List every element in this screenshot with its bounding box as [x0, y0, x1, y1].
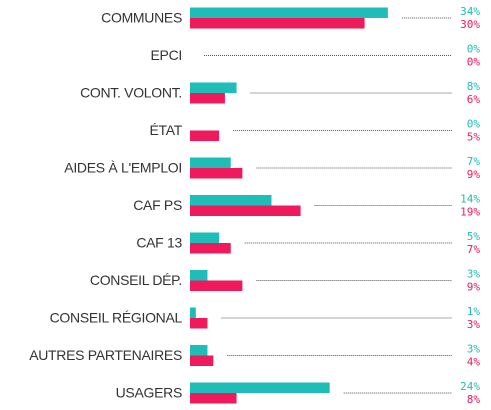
category-label: AIDES À L'EMPLOI	[64, 160, 182, 176]
category-label: COMMUNES	[101, 10, 182, 26]
bar	[190, 168, 243, 179]
value-label: 9%	[467, 168, 481, 181]
category-label: CONT. VOLONT.	[80, 85, 182, 101]
value-label: 3%	[467, 318, 481, 331]
bar	[190, 270, 208, 281]
value-label: 3%	[467, 268, 481, 281]
value-label: 1%	[467, 305, 481, 318]
bar	[190, 82, 237, 93]
category-label: USAGERS	[116, 385, 182, 401]
value-label: 9%	[467, 281, 481, 294]
bar	[190, 345, 208, 356]
value-label: 0%	[467, 43, 481, 56]
category-label: CAF PS	[133, 197, 182, 213]
value-label: 30%	[460, 18, 480, 31]
value-label: 14%	[460, 193, 480, 206]
category-label: EPCI	[151, 47, 182, 63]
bar	[190, 307, 196, 318]
value-label: 5%	[467, 230, 481, 243]
value-label: 8%	[467, 393, 481, 406]
value-label: 19%	[460, 206, 480, 219]
bar	[190, 280, 243, 291]
bar	[190, 205, 301, 216]
value-label: 0%	[467, 56, 481, 69]
bar	[190, 93, 225, 104]
bar	[190, 318, 208, 329]
bar	[190, 243, 231, 254]
bar	[190, 18, 365, 29]
bar	[190, 393, 237, 404]
value-label: 8%	[467, 80, 481, 93]
bar	[190, 232, 220, 243]
category-label: CONSEIL RÉGIONAL	[50, 310, 183, 326]
value-label: 5%	[467, 131, 481, 144]
bar	[190, 355, 214, 366]
category-label: ÉTAT	[149, 122, 182, 138]
value-label: 34%	[460, 5, 480, 18]
value-label: 3%	[467, 343, 481, 356]
bar	[190, 157, 231, 168]
value-label: 24%	[460, 380, 480, 393]
bar	[190, 382, 330, 393]
value-label: 7%	[467, 243, 481, 256]
bar	[190, 7, 388, 18]
bar	[190, 195, 272, 206]
value-label: 6%	[467, 93, 481, 106]
value-label: 7%	[467, 155, 481, 168]
value-label: 4%	[467, 356, 481, 369]
category-label: AUTRES PARTENAIRES	[29, 347, 182, 363]
bar	[190, 130, 220, 141]
value-label: 0%	[467, 118, 481, 131]
category-label: CONSEIL DÉP.	[90, 272, 182, 288]
category-label: CAF 13	[136, 235, 182, 251]
